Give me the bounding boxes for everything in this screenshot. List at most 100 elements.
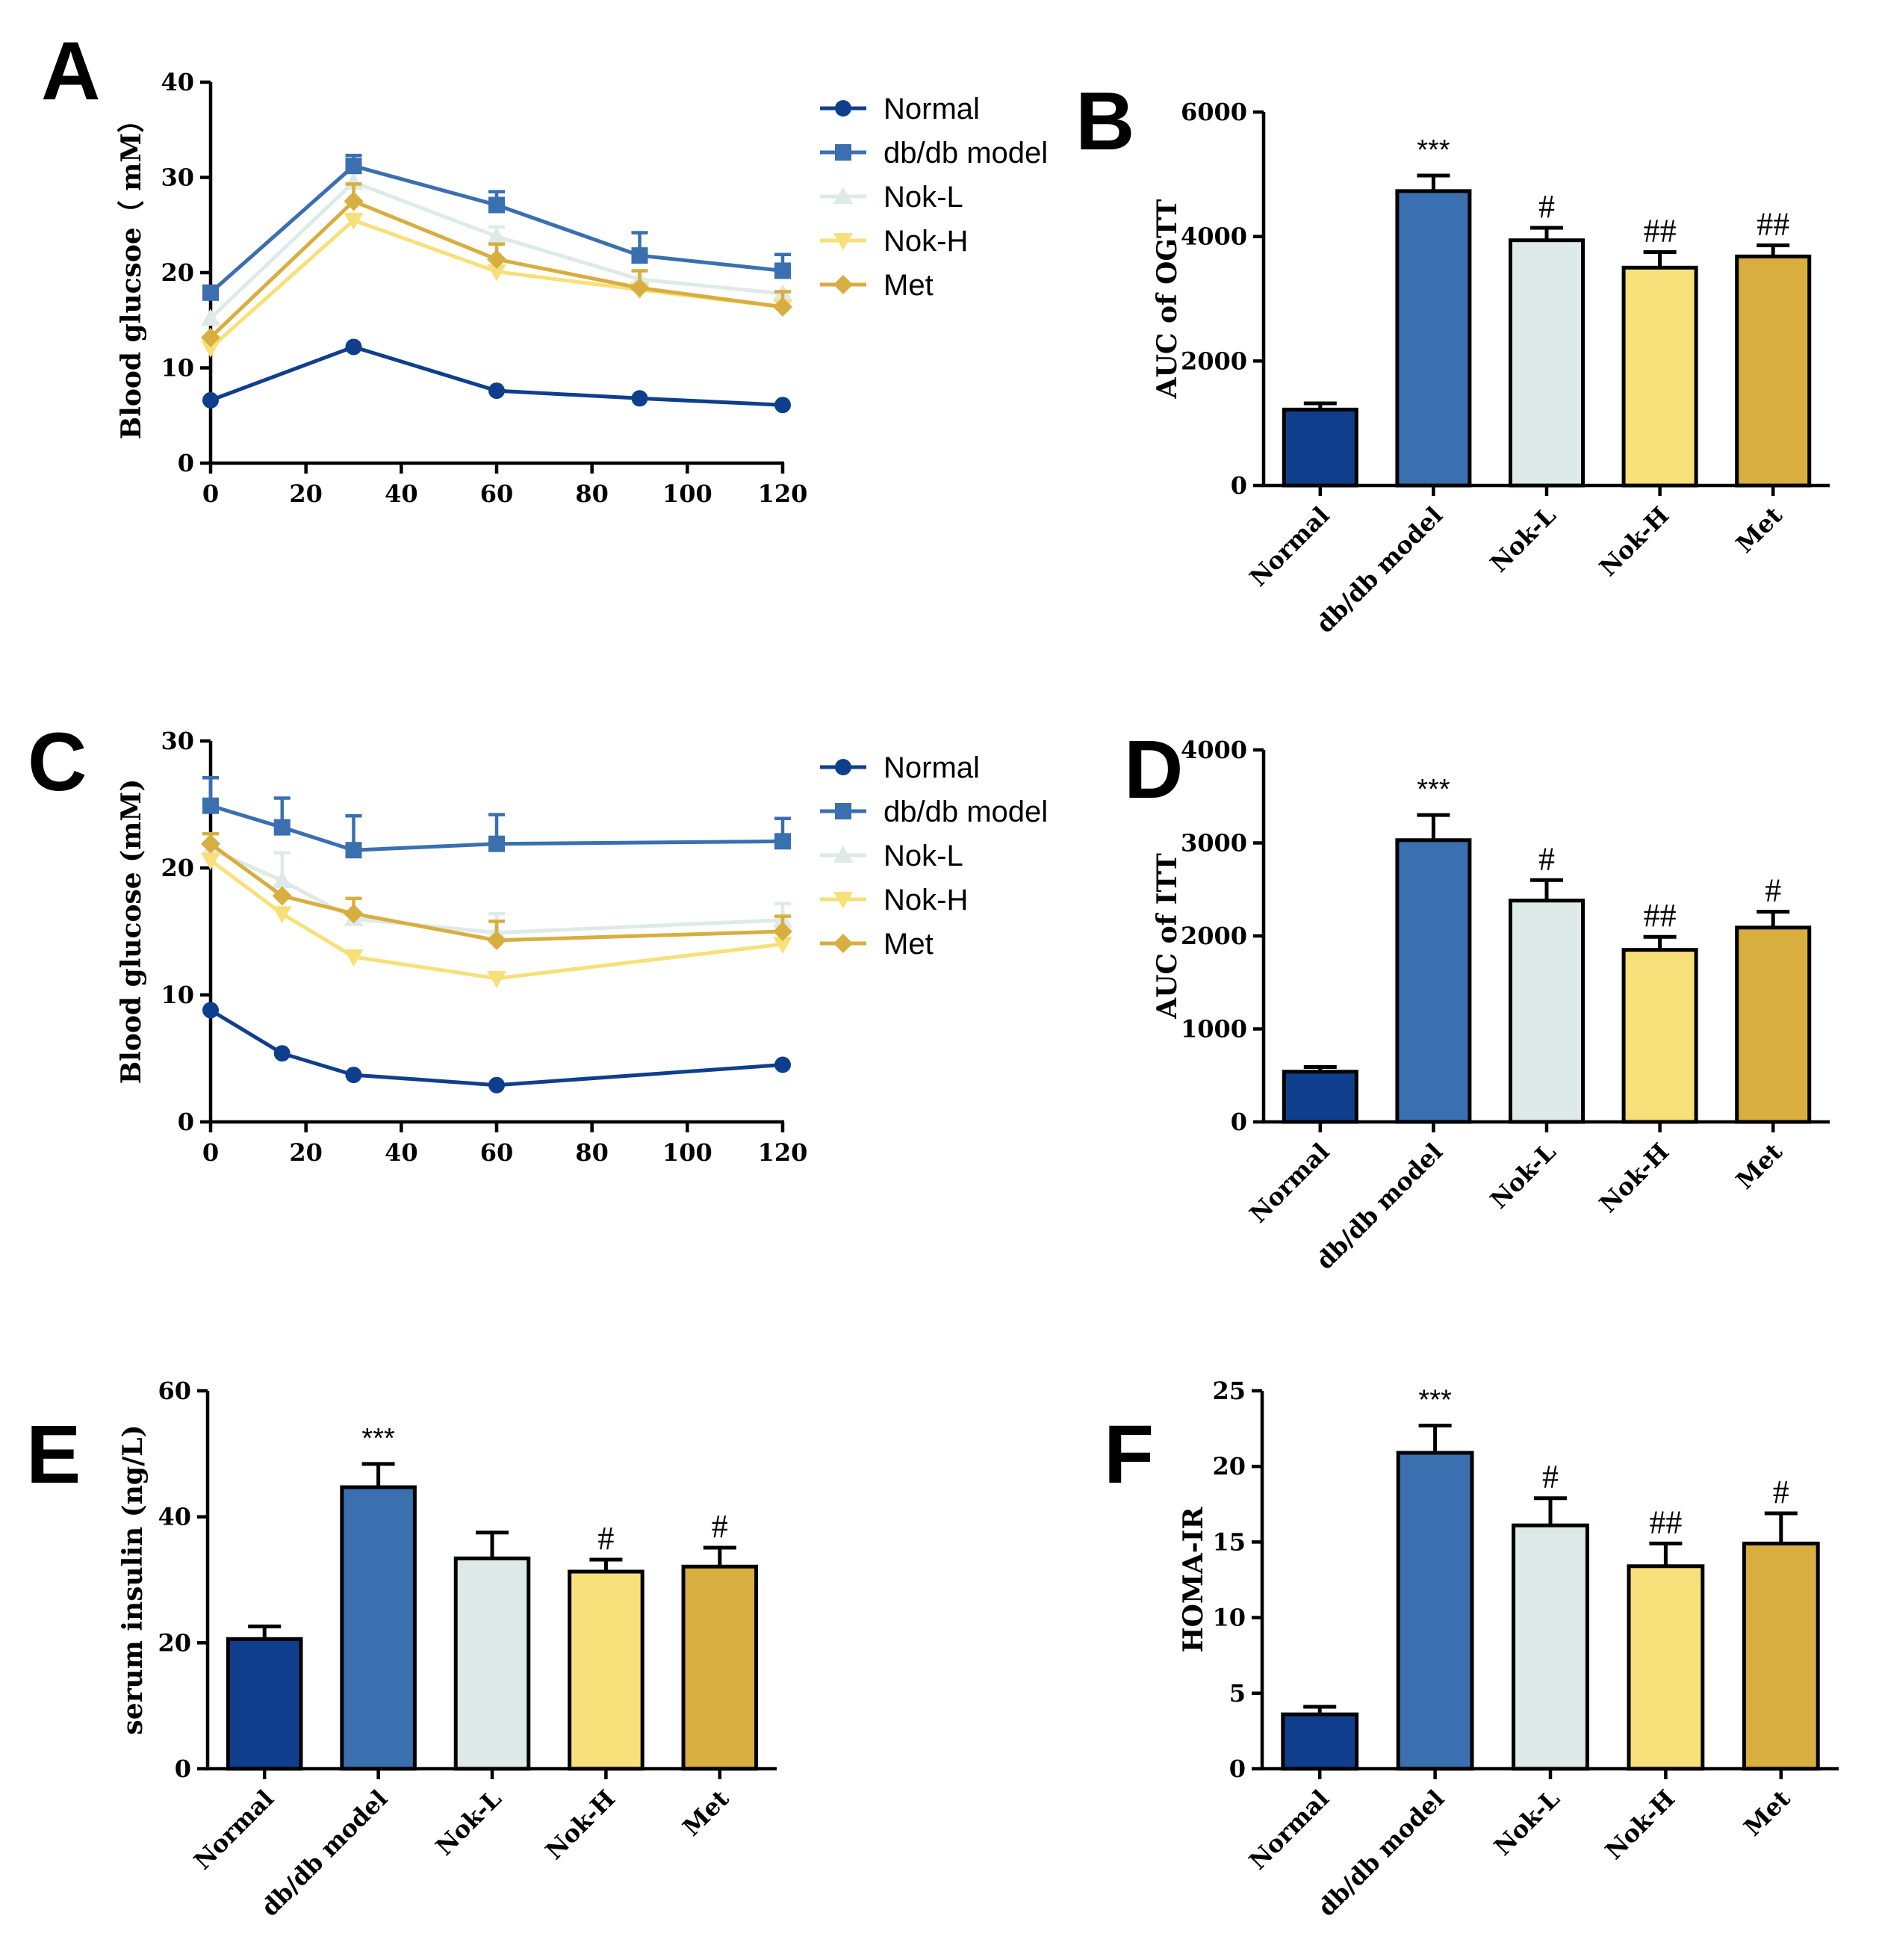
data-point-nok-h [201, 852, 220, 870]
series-db-db-model [202, 776, 791, 859]
y-tick-label: 0 [1229, 1755, 1246, 1783]
data-point-db-db-model [488, 196, 505, 214]
y-tick-label: 20 [158, 1628, 191, 1657]
y-tick-label: 2000 [1181, 347, 1247, 375]
data-point-db-db-model [631, 247, 648, 264]
series-nok-h [201, 852, 792, 988]
significance-label: # [597, 1520, 614, 1557]
x-tick-label-met: Met [1739, 1784, 1796, 1842]
bar-met [1742, 1541, 1820, 1771]
y-tick-label: 3000 [1181, 829, 1247, 858]
y-tick-label: 0 [1231, 471, 1247, 500]
x-tick-label: 60 [480, 1138, 514, 1167]
data-point-met [487, 249, 506, 270]
series-met [201, 831, 792, 950]
significance-label: *** [361, 1423, 395, 1454]
x-tick-label-nok-h: Nok-H [540, 1784, 621, 1865]
data-point-normal [774, 1056, 791, 1073]
x-tick-label: 80 [575, 480, 609, 508]
significance-label: # [1538, 188, 1555, 225]
data-point-met [773, 922, 792, 941]
legend-label-nok-h: Nok-H [883, 884, 968, 917]
legend-marker-db-db-model [835, 803, 851, 819]
bar-nok-h [1621, 948, 1698, 1124]
x-tick-label-met: Met [677, 1784, 735, 1842]
x-tick-label: 20 [289, 1138, 323, 1167]
data-point-normal [202, 1002, 219, 1019]
x-tick-label-nok-l: Nok-L [1485, 1138, 1562, 1215]
bar-normal [226, 1637, 303, 1771]
panel-label-e: E [26, 1409, 81, 1501]
data-point-normal [488, 1076, 505, 1094]
y-tick-label: 4000 [1181, 223, 1247, 251]
bar-met [1735, 925, 1812, 1124]
x-tick-label-nok-l: Nok-L [430, 1784, 507, 1861]
x-tick-label-nok-h: Nok-H [1594, 1138, 1674, 1218]
bar-normal [1281, 1712, 1359, 1771]
data-point-normal [774, 397, 791, 414]
data-point-normal [488, 382, 505, 400]
y-tick-label: 1000 [1181, 1015, 1247, 1043]
data-point-db-db-model [774, 833, 791, 850]
data-point-normal [273, 1045, 291, 1062]
data-point-normal [202, 391, 219, 409]
x-tick-label: 0 [202, 1138, 219, 1167]
y-tick-label: 15 [1212, 1528, 1246, 1556]
y-tick-label: 0 [175, 1755, 191, 1783]
data-point-met [487, 930, 506, 950]
legend-label-met: Met [883, 269, 934, 302]
x-tick-label-nok-l: Nok-L [1488, 1784, 1565, 1861]
y-tick-label: 25 [1212, 1377, 1246, 1405]
y-tick-label: 10 [1212, 1604, 1246, 1632]
panel-a-ogtt-line-chart: 0 10 20 30 40 0 20 40 60 80 100 120 Blood glucsoe（ m… [116, 68, 1048, 508]
y-tick-label: 40 [161, 68, 194, 96]
significance-label: # [1538, 840, 1555, 877]
significance-label: ## [1757, 205, 1789, 242]
y-axis-label: Blood glucose (mM) [116, 779, 147, 1085]
y-tick-label: 5 [1229, 1679, 1246, 1708]
bar-met [1735, 254, 1812, 488]
y-tick-label: 30 [161, 164, 194, 192]
bar-db-db-model [340, 1485, 417, 1771]
legend-marker-nok-h [833, 892, 853, 909]
significance-label: ## [1649, 1504, 1682, 1540]
data-point-nok-l [201, 308, 220, 326]
bar-nok-l [1512, 1523, 1589, 1771]
x-tick-label: 100 [662, 1138, 712, 1167]
significance-label: ## [1644, 897, 1677, 934]
data-point-normal [345, 338, 362, 356]
x-tick-label-normal: Normal [1243, 1784, 1335, 1876]
series-line-normal [209, 1008, 783, 1088]
significance-label: # [1773, 1474, 1789, 1510]
x-tick-label: 40 [385, 480, 418, 508]
bar-nok-l [1508, 899, 1585, 1124]
legend-marker-nok-l [833, 187, 853, 204]
legend-marker-met [833, 934, 853, 953]
y-axis-label: AUC of ITT [1152, 853, 1183, 1020]
y-axis-label: AUC of OGTT [1152, 199, 1183, 399]
legend-marker-normal [835, 759, 851, 775]
y-tick-label: 6000 [1181, 98, 1247, 126]
legend-label-normal: Normal [883, 93, 980, 125]
data-point-db-db-model [345, 158, 362, 175]
x-tick-label-nok-l: Nok-L [1485, 501, 1562, 578]
x-tick-label: 20 [289, 480, 323, 508]
x-tick-label-nok-h: Nok-H [1594, 501, 1674, 582]
x-tick-label: 80 [575, 1138, 609, 1167]
y-tick-label: 20 [1212, 1452, 1246, 1480]
data-point-nok-h [201, 340, 220, 358]
bar-db-db-model [1396, 1451, 1474, 1771]
bar-db-db-model [1395, 189, 1472, 488]
series-normal [202, 1002, 791, 1094]
legend-marker-nok-l [833, 846, 853, 863]
x-tick-label-normal: Normal [1244, 1138, 1335, 1229]
x-tick-label: 0 [202, 480, 219, 508]
data-point-db-db-model [488, 835, 505, 852]
legend-marker-db-db-model [835, 144, 851, 161]
legend-label-nok-l: Nok-L [883, 181, 963, 214]
y-axis-label: serum insulin (ng/L) [117, 1424, 149, 1734]
x-tick-label-met: Met [1730, 1138, 1788, 1195]
